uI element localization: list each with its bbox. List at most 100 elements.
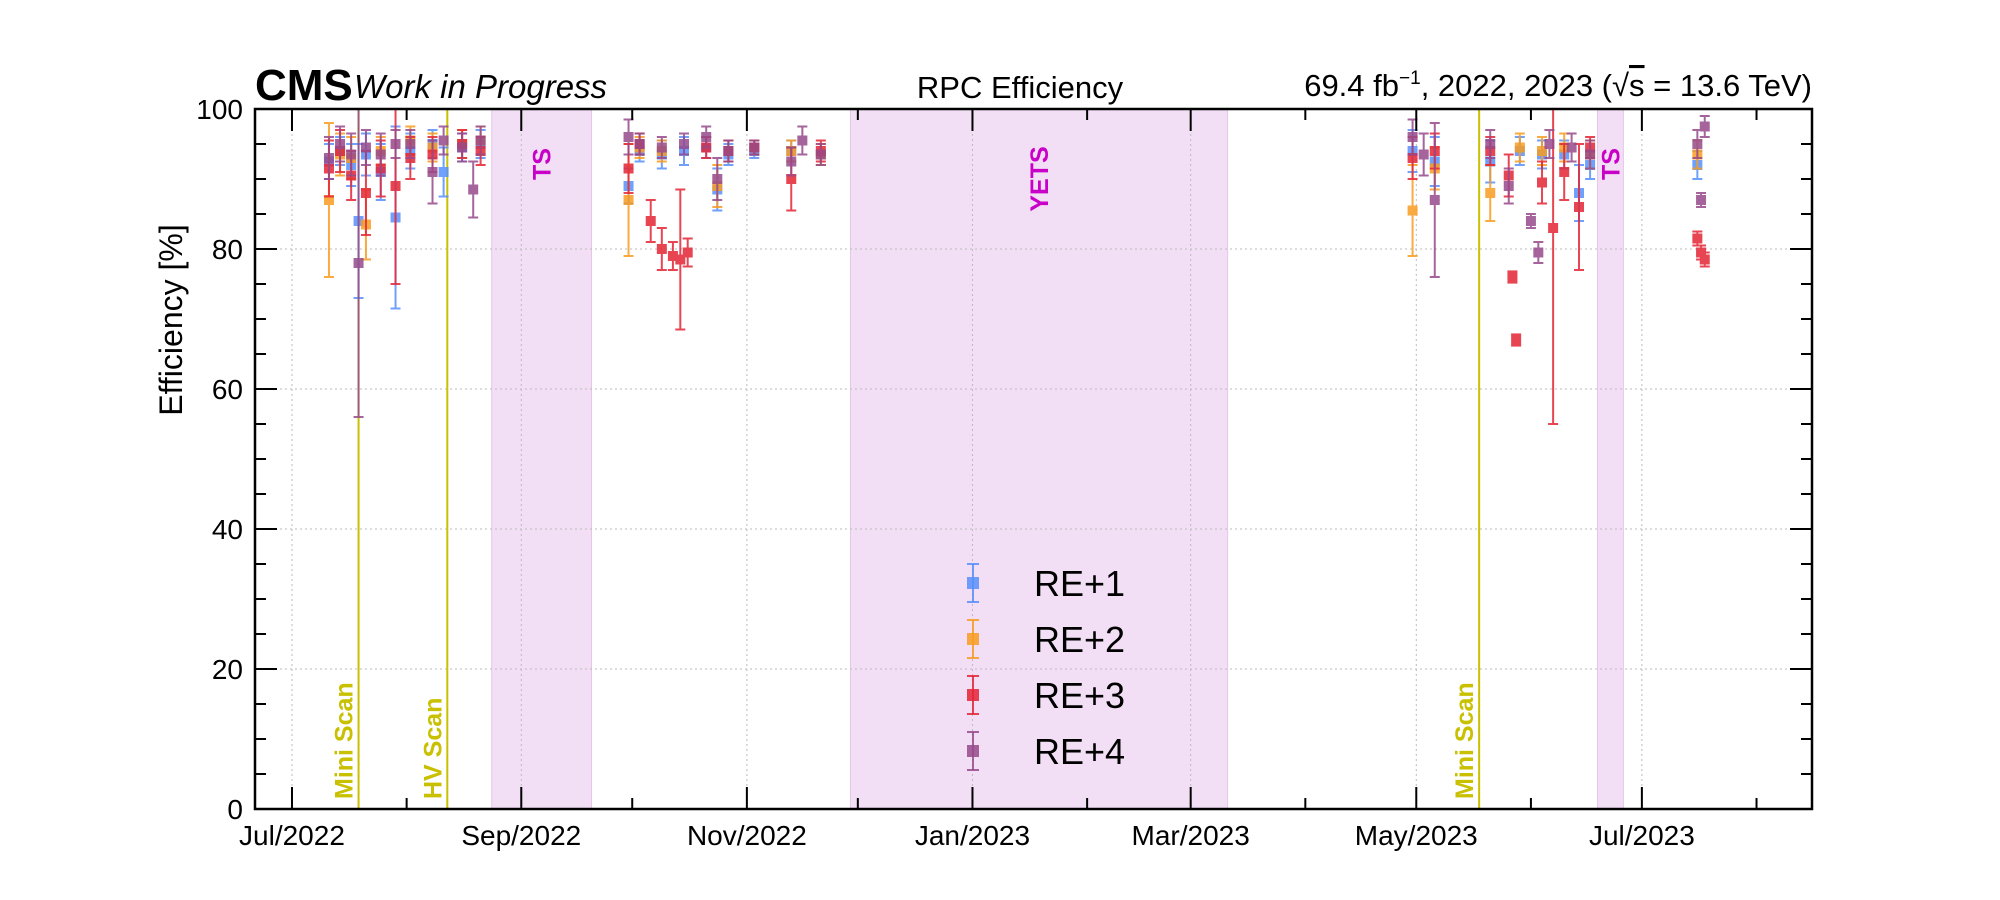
data-point <box>1507 272 1518 282</box>
data-point <box>323 153 334 163</box>
data-point <box>390 181 401 191</box>
x-tick-label: Sep/2022 <box>461 820 581 851</box>
y-tick-label: 60 <box>212 374 243 405</box>
status-label: Work in Progress <box>354 68 607 105</box>
data-point <box>346 149 357 160</box>
data-point <box>1544 139 1555 149</box>
data-point <box>645 216 656 226</box>
data-point <box>786 174 797 184</box>
data-point <box>1485 188 1496 198</box>
data-point <box>1407 153 1418 163</box>
chart-title: RPC Efficiency <box>917 70 1124 105</box>
cms-label: CMS <box>255 61 353 110</box>
data-point <box>1559 167 1570 177</box>
band-label: TS <box>1597 148 1625 180</box>
x-tick-label: May/2023 <box>1355 820 1478 851</box>
data-point <box>353 258 364 268</box>
data-point <box>797 135 808 146</box>
legend-marker <box>967 745 979 757</box>
data-point <box>405 139 416 149</box>
data-point <box>1699 121 1710 132</box>
scan-line-label: Mini Scan <box>331 682 359 799</box>
y-tick-label: 40 <box>212 514 243 545</box>
data-point <box>815 149 826 160</box>
tick-labels: 0 20 40 60 80 100 Jul/2022 Sep/2022 Nov/2022 Jan/… <box>196 94 1695 851</box>
data-point <box>623 195 634 205</box>
data-point <box>1418 149 1429 160</box>
data-point <box>679 139 690 149</box>
data-point <box>723 146 734 156</box>
legend-label: RE+3 <box>1034 675 1125 716</box>
series-replus4 <box>323 108 1710 418</box>
data-point <box>390 139 401 149</box>
data-point <box>1525 216 1536 226</box>
band-label: TS <box>529 148 557 180</box>
x-tick-label: Jul/2023 <box>1589 820 1695 851</box>
grid-lines <box>255 109 1812 809</box>
x-tick-label: Jul/2022 <box>239 820 345 851</box>
band-ts <box>1596 108 1624 810</box>
data-points <box>323 108 1710 425</box>
y-tick-label: 100 <box>196 94 243 125</box>
scan-lines: Mini Scan HV Scan Mini Scan <box>331 109 1481 809</box>
data-point <box>623 132 634 142</box>
data-point <box>1692 139 1703 149</box>
data-point <box>457 142 468 153</box>
x-tick-label: Mar/2023 <box>1132 820 1250 851</box>
band-labels: TS YETS TS <box>529 146 1626 211</box>
legend-item: RE+2 <box>967 619 1125 660</box>
x-tick-label: Nov/2022 <box>687 820 807 851</box>
data-point <box>1485 139 1496 149</box>
data-point <box>675 254 686 265</box>
data-point <box>375 149 386 160</box>
legend-item: RE+4 <box>967 731 1125 772</box>
data-point <box>701 132 712 142</box>
data-point <box>335 139 346 149</box>
svg-text:69.4 fb−1, 2022, 2023 (√s = 13: 69.4 fb−1, 2022, 2023 (√s = 13.6 TeV) <box>1304 68 1812 103</box>
data-point <box>1574 202 1585 212</box>
y-tick-label: 20 <box>212 654 243 685</box>
data-point <box>667 251 678 261</box>
legend-marker <box>967 633 979 645</box>
scan-line-label: HV Scan <box>419 698 447 799</box>
x-tick-label: Jan/2023 <box>915 820 1030 851</box>
data-point <box>1533 247 1544 258</box>
axis-ticks <box>255 108 1812 810</box>
data-point <box>360 142 371 153</box>
legend-label: RE+4 <box>1034 731 1125 772</box>
scan-line-label: Mini Scan <box>1451 682 1479 799</box>
y-tick-label: 0 <box>227 794 243 825</box>
data-point <box>1407 132 1418 142</box>
lumi-label: 69.4 fb−1, 2022, 2023 (√s = 13.6 TeV) <box>1304 68 1812 103</box>
band-label: YETS <box>1026 146 1054 211</box>
data-point <box>1566 142 1577 153</box>
y-axis-title: Efficiency [%] <box>153 224 189 415</box>
legend-label: RE+2 <box>1034 619 1125 660</box>
data-point <box>360 188 371 198</box>
data-point <box>1548 223 1559 233</box>
legend-label: RE+1 <box>1034 563 1125 604</box>
legend-item: RE+1 <box>967 563 1125 604</box>
data-point <box>634 139 645 149</box>
data-point <box>1514 142 1525 153</box>
data-point <box>1511 335 1522 345</box>
y-tick-label: 80 <box>212 234 243 265</box>
data-point <box>656 244 667 254</box>
data-point <box>323 195 334 205</box>
legend: RE+1 RE+2 RE+3 RE+4 <box>967 563 1125 772</box>
data-point <box>438 167 449 177</box>
data-point <box>427 167 438 177</box>
band-yets <box>849 108 1229 810</box>
data-point <box>1407 205 1418 216</box>
data-point <box>475 135 486 146</box>
data-point <box>468 184 479 195</box>
band-ts <box>491 108 593 810</box>
data-point <box>623 163 634 174</box>
data-point <box>1503 181 1514 191</box>
data-point <box>1429 195 1440 205</box>
data-point <box>1537 146 1548 156</box>
data-point <box>438 135 449 146</box>
data-point <box>1585 149 1596 160</box>
data-point <box>749 142 760 153</box>
